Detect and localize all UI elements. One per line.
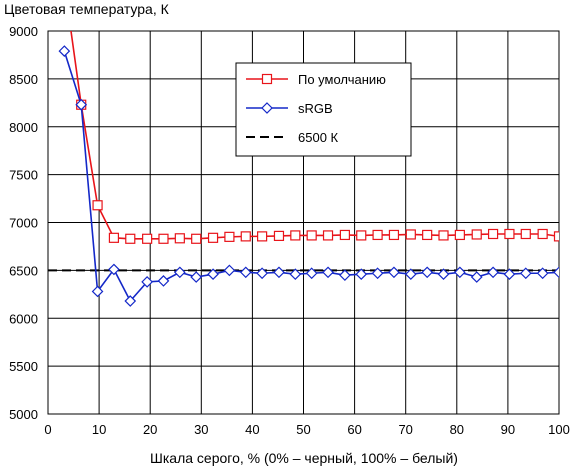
series-0-point (454, 229, 465, 241)
series-0-point (207, 232, 219, 243)
legend-marker (261, 102, 273, 114)
series-0-point (224, 231, 235, 242)
legend-label: sRGB (298, 101, 333, 116)
y-tick-label: 5000 (9, 407, 38, 422)
series-1-point (339, 269, 351, 282)
series-1-point (239, 266, 252, 279)
series-0-point (240, 231, 251, 242)
series-0-point (92, 200, 103, 211)
series-0-point (405, 229, 416, 240)
y-axis-title: Цветовая температура, К (4, 1, 170, 17)
y-tick-label: 6000 (9, 311, 38, 326)
series-0-point (339, 229, 350, 241)
legend: По умолчанию sRGB 6500 К (235, 62, 412, 157)
series-1-point (503, 268, 516, 281)
series-0-point (553, 231, 559, 242)
x-tick-label: 80 (450, 422, 464, 437)
series-1-point (437, 268, 450, 281)
series-1-point (91, 285, 104, 298)
series-1-point (124, 295, 137, 307)
series-0-point (487, 228, 499, 240)
y-axis-ticks: 5000 5500 6000 6500 7000 7500 8000 8500 9000 (9, 24, 38, 422)
series-0-point (537, 228, 548, 240)
series-0-point (504, 228, 515, 240)
series-0-point (108, 232, 120, 243)
series-1-point (536, 267, 549, 280)
x-axis-ticks: 0 10 20 30 40 50 60 70 80 90 100 (44, 422, 569, 437)
series-1-point (519, 267, 532, 280)
legend-label: 6500 К (298, 130, 339, 145)
series-1-point (355, 268, 368, 281)
series-1-point (273, 266, 285, 279)
x-tick-label: 100 (548, 422, 570, 437)
x-axis-title: Шкала серого, % (0% – черный, 100% – бел… (150, 450, 458, 466)
y-tick-label: 7500 (9, 168, 38, 183)
series-0-point (520, 228, 531, 240)
y-tick-label: 7000 (9, 216, 38, 231)
series-0-point (438, 230, 449, 241)
series-1-point (190, 271, 203, 283)
series-0-point (142, 233, 153, 244)
legend-item: 6500 К (246, 130, 339, 145)
y-tick-label: 8000 (9, 120, 38, 135)
series-1-point (58, 45, 71, 57)
series-1-point (322, 266, 334, 279)
series-0-point (471, 229, 482, 240)
x-tick-label: 10 (92, 422, 106, 437)
series-layer (48, 31, 559, 307)
series-0-point (125, 233, 136, 244)
series-0-point (174, 233, 185, 244)
series-0-point (257, 231, 268, 242)
series-0-point (388, 229, 400, 241)
series-1-point (421, 266, 434, 279)
y-tick-label: 6500 (9, 263, 38, 278)
series-0-point (372, 229, 383, 241)
x-tick-label: 60 (347, 422, 361, 437)
x-tick-label: 40 (245, 422, 259, 437)
series-0-point (158, 233, 169, 244)
series-0-point (191, 233, 202, 244)
y-tick-label: 5500 (9, 359, 38, 374)
series-1-point (388, 266, 400, 279)
series-1-point (223, 264, 236, 277)
series-1-point (207, 268, 219, 281)
legend-label: По умолчанию (298, 72, 386, 87)
series-1-point (289, 268, 302, 281)
series-0-point (356, 230, 367, 241)
legend-marker (261, 73, 273, 85)
x-tick-label: 50 (296, 422, 310, 437)
legend-item: По умолчанию (246, 72, 386, 87)
series-1-point (404, 268, 417, 281)
series-1-point (487, 266, 499, 279)
legend-item: sRGB (246, 101, 333, 116)
y-tick-label: 8500 (9, 72, 38, 87)
x-tick-label: 30 (194, 422, 208, 437)
series-1-point (256, 267, 268, 280)
series-1-point (454, 266, 466, 279)
x-tick-label: 0 (44, 422, 51, 437)
series-0-point (322, 230, 334, 241)
series-1-point (141, 276, 153, 288)
x-tick-label: 20 (143, 422, 157, 437)
series-1-point (470, 271, 483, 283)
series-0-point (273, 230, 285, 242)
series-0-point (306, 230, 317, 241)
series-1 (58, 45, 559, 307)
series-0-point (290, 230, 301, 241)
x-tick-label: 70 (398, 422, 412, 437)
series-0-point (422, 229, 433, 241)
series-1-point (157, 275, 170, 287)
y-tick-label: 9000 (9, 24, 38, 39)
x-tick-label: 90 (501, 422, 515, 437)
series-1-point (371, 267, 384, 280)
series-1-point (75, 98, 88, 111)
series-1-point (305, 267, 318, 280)
series-1-point (108, 263, 120, 276)
series-1-point (553, 266, 559, 279)
series-1-point (173, 266, 186, 279)
